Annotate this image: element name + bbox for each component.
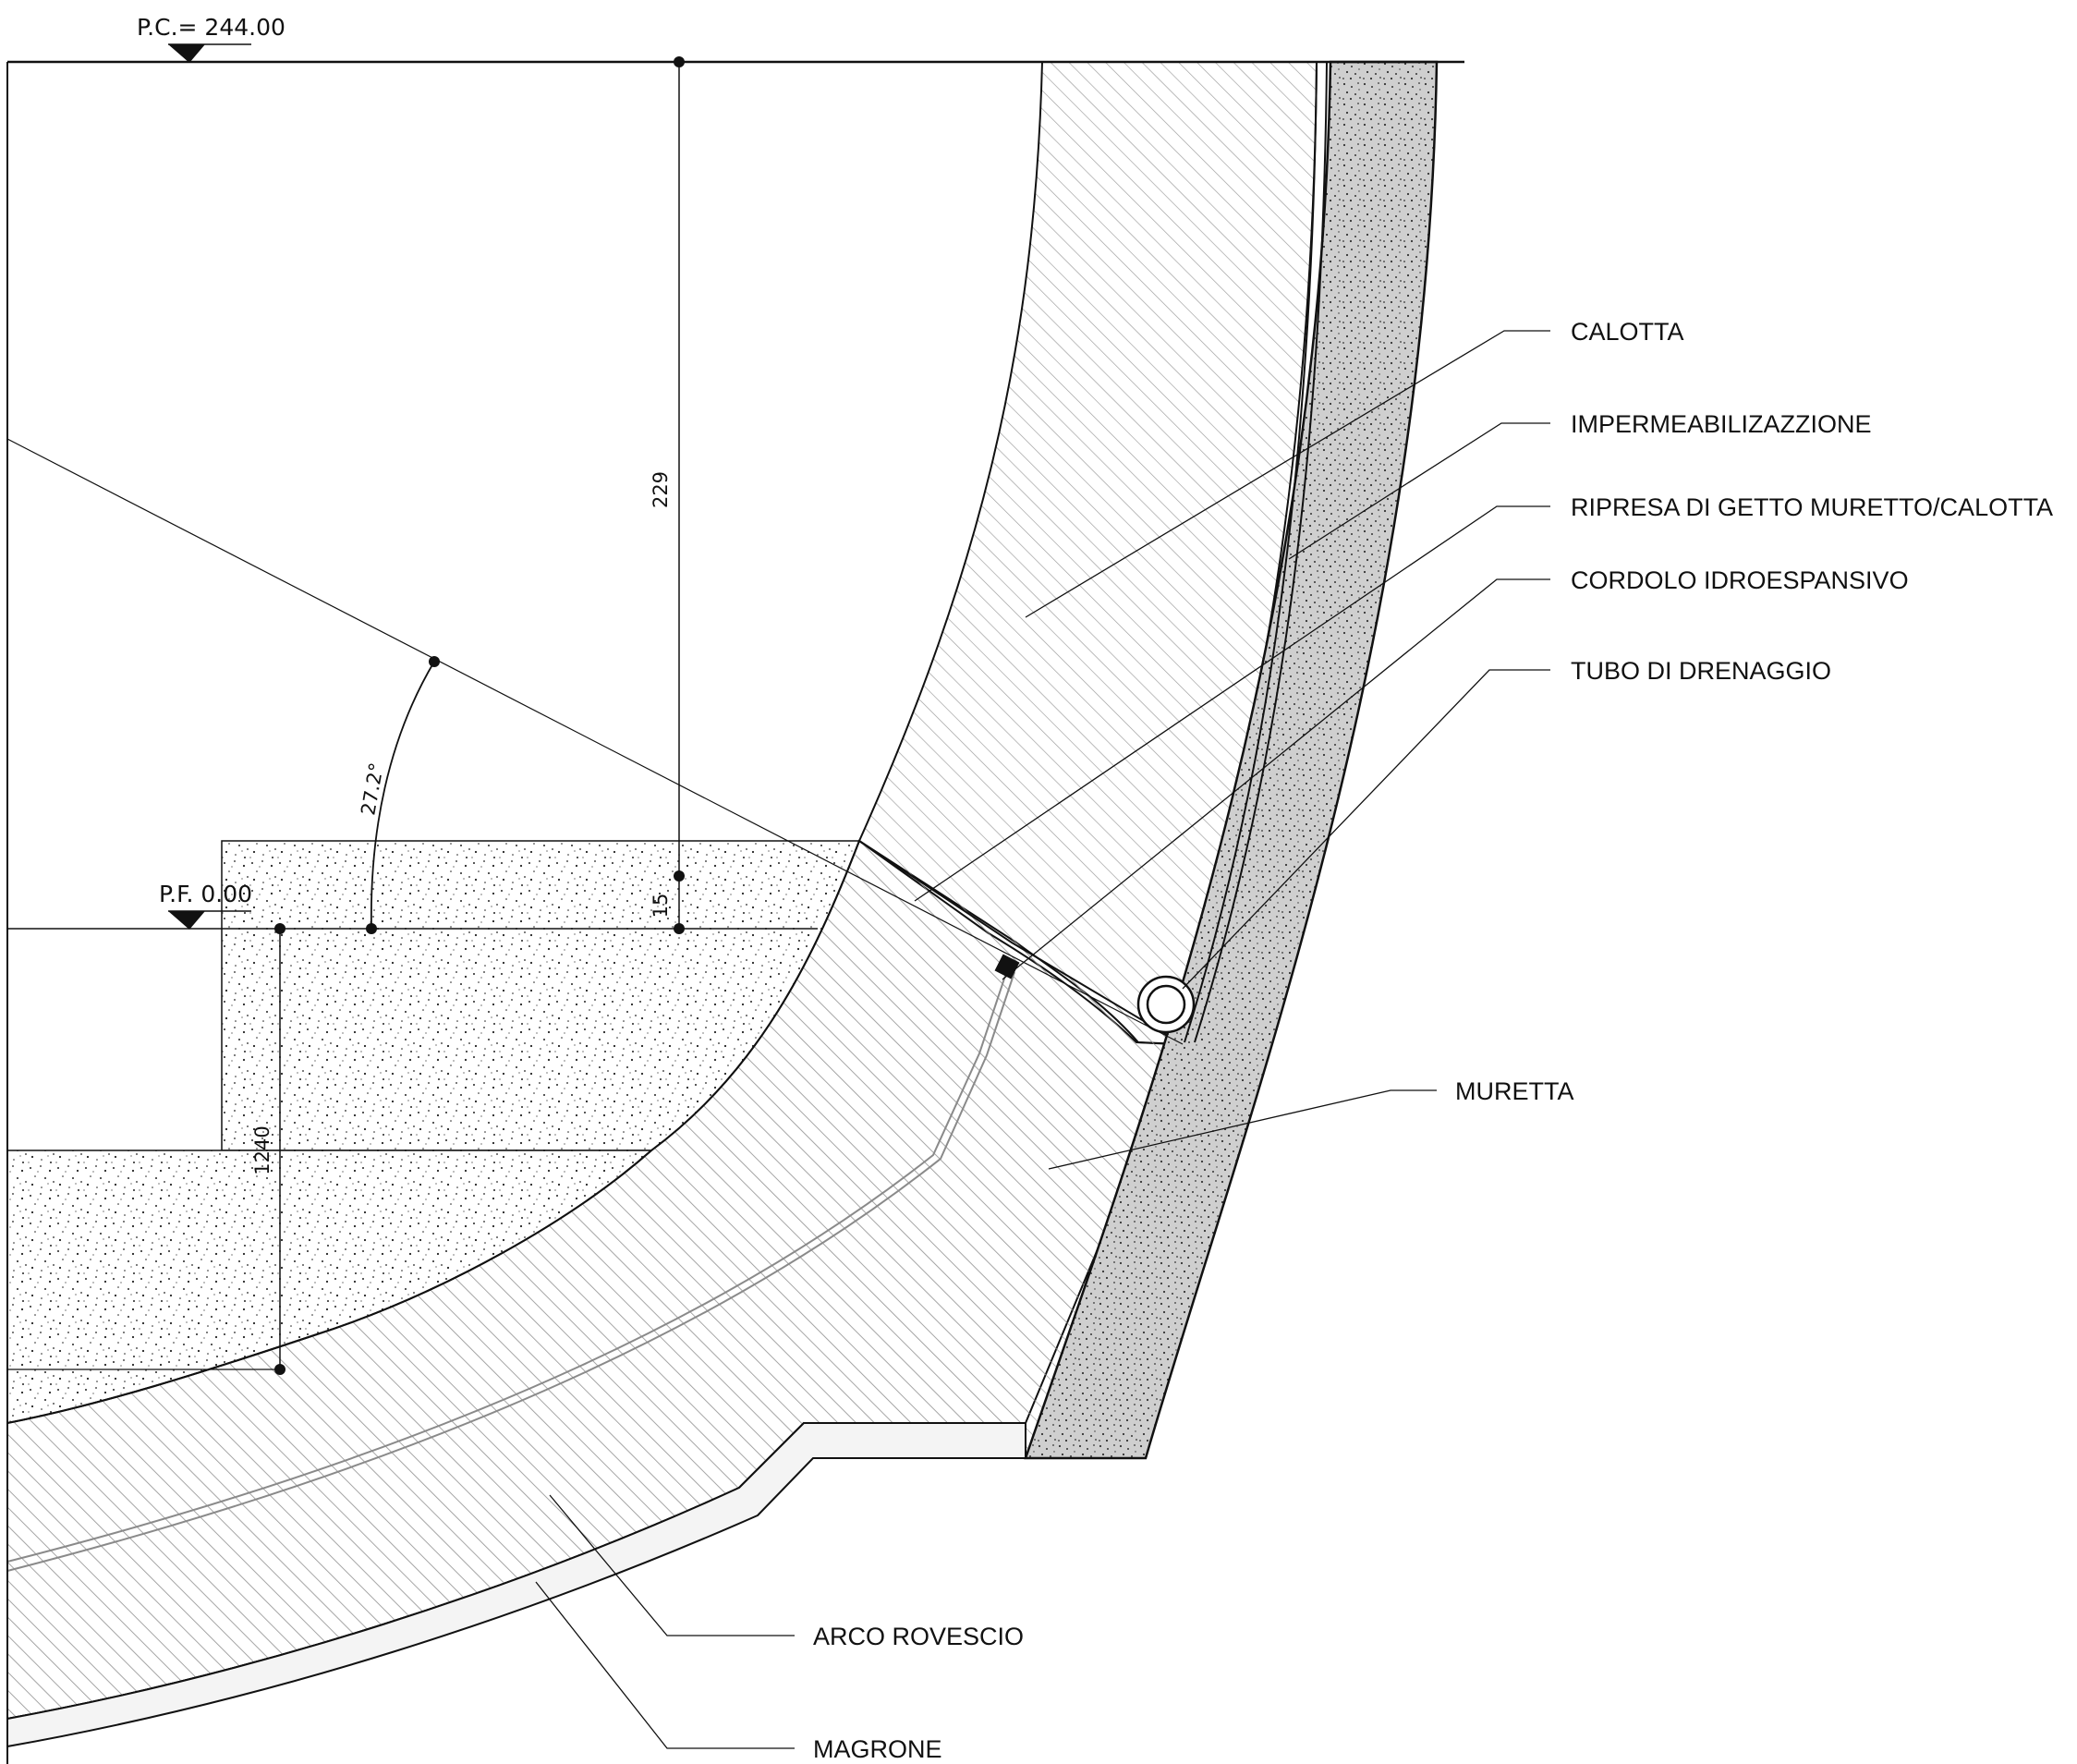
dim-dot-mid [674,870,685,882]
dim-dot-top [674,56,685,67]
drainage-pipe-inner [1146,984,1186,1025]
callout-calotta: CALOTTA [1571,318,1684,346]
callout-ripresa: RIPRESA DI GETTO MURETTO/CALOTTA [1571,493,2053,521]
dim-height-main-label: 229 [650,471,672,508]
callout-arco: ARCO ROVESCIO [813,1623,1024,1650]
dimension-markers [274,56,685,1375]
dim-dot-floor [674,923,685,934]
magrone-strip [6,1422,1026,1748]
level-floor-label: P.F. 0.00 [159,881,252,907]
construction-joint [6,969,1008,1563]
callout-cordolo: CORDOLO IDROESPANSIVO [1571,566,1909,594]
dim-angle-label: 27.2° [357,761,388,818]
level-marker-floor [168,911,205,930]
leader-lines [535,330,1550,1749]
dim-dot-floor-left [274,923,285,934]
angle-arc [370,661,435,930]
dim-dot-lower [274,1364,285,1375]
level-top-label: P.C.= 244.00 [137,14,285,41]
slope-reference-line [6,438,1184,1045]
dim-width-floor-label: 1240 [251,1125,273,1174]
dim-dot-angle-top [429,656,440,667]
callout-magrone: MAGRONE [813,1735,942,1763]
waterproofing-line-inner [1194,61,1328,1043]
dim-height-small-label: 15 [650,894,672,918]
cordolo-square [994,954,1020,979]
level-marker-top [168,44,205,63]
construction-joint-2 [6,971,1015,1572]
dim-dot-angle-base [366,923,377,934]
callout-tubo: TUBO DI DRENAGGIO [1571,657,1831,685]
outer-lining-band [1024,60,1439,1460]
callout-impermeabilizzazione: IMPERMEABILIZAZZIONE [1571,410,1872,438]
waterproofing-line [1184,61,1318,1043]
callout-muretta: MURETTA [1455,1077,1574,1105]
